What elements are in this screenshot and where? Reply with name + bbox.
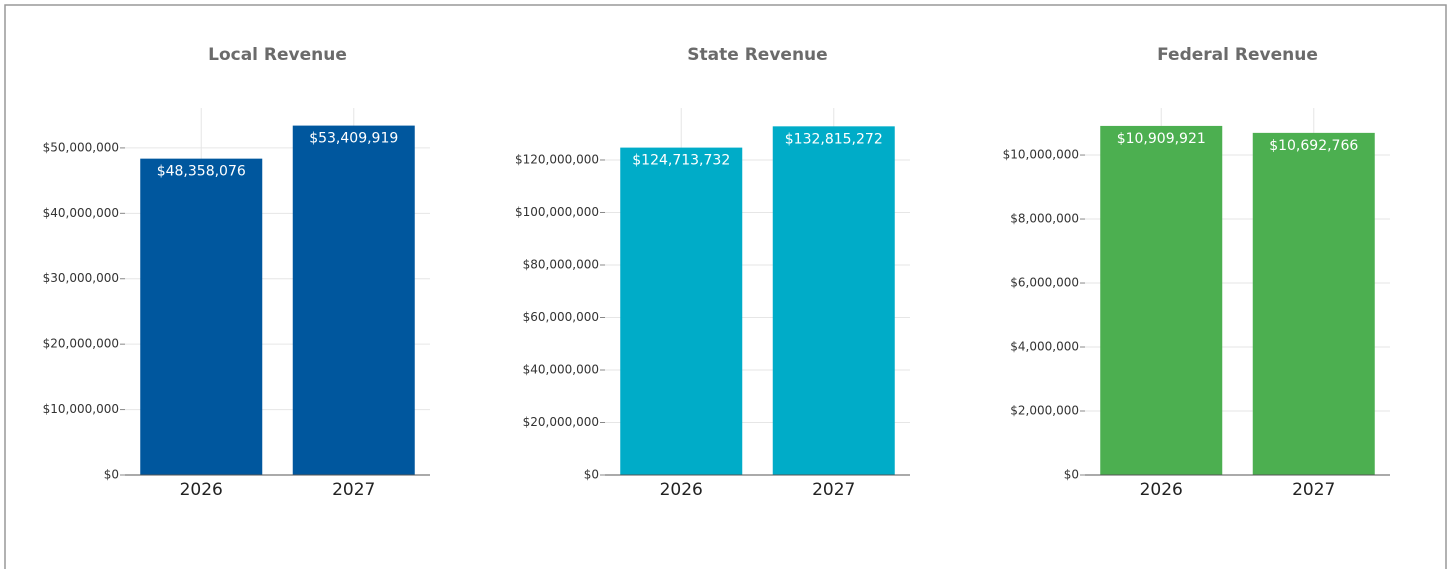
y-tick-label: $0 xyxy=(104,468,119,482)
y-tick-label: $80,000,000 xyxy=(523,257,599,271)
y-tick-label: $8,000,000 xyxy=(1010,212,1079,226)
x-tick-label: 2026 xyxy=(180,480,223,500)
y-tick-label: $4,000,000 xyxy=(1010,340,1079,354)
y-tick-label: $50,000,000 xyxy=(43,140,119,154)
y-tick-label: $10,000,000 xyxy=(43,402,119,416)
x-tick-label: 2026 xyxy=(1140,480,1183,500)
value-label: $132,815,272 xyxy=(785,131,883,147)
frame xyxy=(4,4,1447,569)
chart-title: Local Revenue xyxy=(208,45,347,65)
bar xyxy=(292,125,415,476)
x-tick-label: 2026 xyxy=(660,480,703,500)
y-tick-label: $20,000,000 xyxy=(43,337,119,351)
y-tick-label: $100,000,000 xyxy=(515,205,599,219)
bar xyxy=(140,158,263,476)
bar xyxy=(772,126,895,476)
x-tick-label: 2027 xyxy=(1292,480,1335,500)
x-tick-label: 2027 xyxy=(332,480,375,500)
value-label: $124,713,732 xyxy=(632,153,730,169)
value-label: $10,909,921 xyxy=(1117,131,1206,147)
y-tick-label: $30,000,000 xyxy=(43,271,119,285)
y-tick-label: $10,000,000 xyxy=(1003,148,1079,162)
value-label: $48,358,076 xyxy=(157,164,246,180)
bar xyxy=(1100,125,1223,475)
y-tick-label: $20,000,000 xyxy=(523,415,599,429)
y-tick-label: $40,000,000 xyxy=(43,206,119,220)
y-tick-label: $40,000,000 xyxy=(523,362,599,376)
chart-title: Federal Revenue xyxy=(1157,45,1318,65)
y-tick-label: $60,000,000 xyxy=(523,310,599,324)
y-tick-label: $0 xyxy=(1064,468,1079,482)
y-tick-label: $0 xyxy=(584,468,599,482)
x-tick-label: 2027 xyxy=(812,480,855,500)
y-tick-label: $6,000,000 xyxy=(1010,276,1079,290)
value-label: $53,409,919 xyxy=(309,131,398,147)
value-label: $10,692,766 xyxy=(1269,138,1358,154)
y-tick-label: $2,000,000 xyxy=(1010,404,1079,418)
y-tick-label: $120,000,000 xyxy=(515,152,599,166)
bar xyxy=(1252,132,1375,475)
chart-title: State Revenue xyxy=(687,45,827,65)
bar xyxy=(620,147,743,475)
